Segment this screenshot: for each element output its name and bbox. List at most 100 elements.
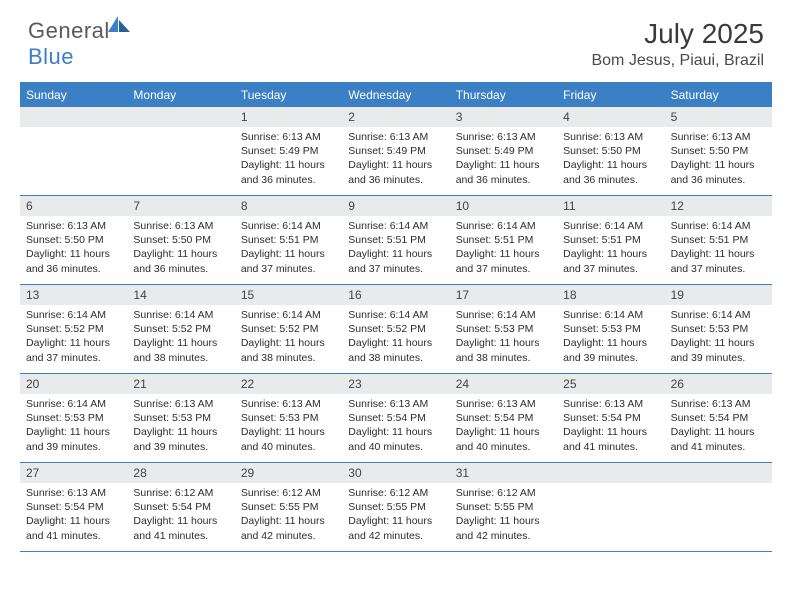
brand-part1: General [28, 18, 110, 43]
calendar-cell: 23Sunrise: 6:13 AMSunset: 5:54 PMDayligh… [342, 374, 449, 462]
sunset-line: Sunset: 5:55 PM [241, 500, 336, 514]
daylight-line: Daylight: 11 hours and 42 minutes. [348, 514, 443, 542]
sail-icon [108, 16, 130, 32]
sunset-line: Sunset: 5:51 PM [563, 233, 658, 247]
day-number: 16 [342, 285, 449, 305]
sunrise-line: Sunrise: 6:13 AM [133, 397, 228, 411]
sunrise-line: Sunrise: 6:14 AM [26, 397, 121, 411]
sunrise-line: Sunrise: 6:13 AM [26, 219, 121, 233]
day-data: Sunrise: 6:13 AMSunset: 5:49 PMDaylight:… [342, 127, 449, 191]
brand-part2: Blue [28, 44, 74, 69]
daylight-line: Daylight: 11 hours and 36 minutes. [671, 158, 766, 186]
day-number: 14 [127, 285, 234, 305]
sunset-line: Sunset: 5:49 PM [348, 144, 443, 158]
sunrise-line: Sunrise: 6:12 AM [241, 486, 336, 500]
day-data: Sunrise: 6:14 AMSunset: 5:51 PMDaylight:… [665, 216, 772, 280]
sunset-line: Sunset: 5:52 PM [26, 322, 121, 336]
sunrise-line: Sunrise: 6:12 AM [456, 486, 551, 500]
calendar-cell: 13Sunrise: 6:14 AMSunset: 5:52 PMDayligh… [20, 285, 127, 373]
day-number: 17 [450, 285, 557, 305]
daylight-line: Daylight: 11 hours and 36 minutes. [241, 158, 336, 186]
sunset-line: Sunset: 5:51 PM [671, 233, 766, 247]
sunrise-line: Sunrise: 6:14 AM [563, 219, 658, 233]
day-number [20, 107, 127, 127]
day-data: Sunrise: 6:14 AMSunset: 5:51 PMDaylight:… [557, 216, 664, 280]
calendar-cell: 21Sunrise: 6:13 AMSunset: 5:53 PMDayligh… [127, 374, 234, 462]
day-number: 5 [665, 107, 772, 127]
day-data: Sunrise: 6:13 AMSunset: 5:49 PMDaylight:… [450, 127, 557, 191]
daylight-line: Daylight: 11 hours and 37 minutes. [671, 247, 766, 275]
sunset-line: Sunset: 5:51 PM [456, 233, 551, 247]
daylight-line: Daylight: 11 hours and 40 minutes. [241, 425, 336, 453]
sunset-line: Sunset: 5:53 PM [671, 322, 766, 336]
sunset-line: Sunset: 5:53 PM [241, 411, 336, 425]
day-data: Sunrise: 6:13 AMSunset: 5:54 PMDaylight:… [665, 394, 772, 458]
daylight-line: Daylight: 11 hours and 39 minutes. [671, 336, 766, 364]
calendar-cell: 11Sunrise: 6:14 AMSunset: 5:51 PMDayligh… [557, 196, 664, 284]
calendar-cell: 3Sunrise: 6:13 AMSunset: 5:49 PMDaylight… [450, 107, 557, 195]
daylight-line: Daylight: 11 hours and 37 minutes. [456, 247, 551, 275]
sunrise-line: Sunrise: 6:12 AM [133, 486, 228, 500]
day-data: Sunrise: 6:14 AMSunset: 5:53 PMDaylight:… [450, 305, 557, 369]
dow-sunday: Sunday [20, 84, 127, 107]
day-data: Sunrise: 6:12 AMSunset: 5:55 PMDaylight:… [235, 483, 342, 547]
sunset-line: Sunset: 5:53 PM [456, 322, 551, 336]
dow-friday: Friday [557, 84, 664, 107]
sunset-line: Sunset: 5:51 PM [348, 233, 443, 247]
dow-monday: Monday [127, 84, 234, 107]
weeks-container: 1Sunrise: 6:13 AMSunset: 5:49 PMDaylight… [20, 107, 772, 552]
dow-saturday: Saturday [665, 84, 772, 107]
sunset-line: Sunset: 5:53 PM [133, 411, 228, 425]
calendar-cell-empty [557, 463, 664, 551]
calendar-cell: 9Sunrise: 6:14 AMSunset: 5:51 PMDaylight… [342, 196, 449, 284]
calendar-cell: 8Sunrise: 6:14 AMSunset: 5:51 PMDaylight… [235, 196, 342, 284]
sunset-line: Sunset: 5:49 PM [241, 144, 336, 158]
calendar-cell: 6Sunrise: 6:13 AMSunset: 5:50 PMDaylight… [20, 196, 127, 284]
calendar-cell: 27Sunrise: 6:13 AMSunset: 5:54 PMDayligh… [20, 463, 127, 551]
daylight-line: Daylight: 11 hours and 39 minutes. [26, 425, 121, 453]
day-data: Sunrise: 6:13 AMSunset: 5:54 PMDaylight:… [557, 394, 664, 458]
calendar-cell: 10Sunrise: 6:14 AMSunset: 5:51 PMDayligh… [450, 196, 557, 284]
calendar-cell-empty [20, 107, 127, 195]
day-data: Sunrise: 6:13 AMSunset: 5:50 PMDaylight:… [20, 216, 127, 280]
sunrise-line: Sunrise: 6:13 AM [241, 130, 336, 144]
week-row: 13Sunrise: 6:14 AMSunset: 5:52 PMDayligh… [20, 285, 772, 374]
day-data: Sunrise: 6:14 AMSunset: 5:53 PMDaylight:… [20, 394, 127, 458]
calendar-cell: 24Sunrise: 6:13 AMSunset: 5:54 PMDayligh… [450, 374, 557, 462]
sunrise-line: Sunrise: 6:13 AM [133, 219, 228, 233]
sunset-line: Sunset: 5:50 PM [671, 144, 766, 158]
dow-tuesday: Tuesday [235, 84, 342, 107]
calendar-cell: 25Sunrise: 6:13 AMSunset: 5:54 PMDayligh… [557, 374, 664, 462]
daylight-line: Daylight: 11 hours and 38 minutes. [241, 336, 336, 364]
calendar-cell: 2Sunrise: 6:13 AMSunset: 5:49 PMDaylight… [342, 107, 449, 195]
day-data: Sunrise: 6:12 AMSunset: 5:55 PMDaylight:… [450, 483, 557, 547]
sunset-line: Sunset: 5:55 PM [456, 500, 551, 514]
day-data: Sunrise: 6:13 AMSunset: 5:54 PMDaylight:… [342, 394, 449, 458]
day-data: Sunrise: 6:14 AMSunset: 5:52 PMDaylight:… [342, 305, 449, 369]
sunrise-line: Sunrise: 6:13 AM [563, 397, 658, 411]
day-number: 15 [235, 285, 342, 305]
daylight-line: Daylight: 11 hours and 39 minutes. [563, 336, 658, 364]
day-number: 29 [235, 463, 342, 483]
sunset-line: Sunset: 5:52 PM [241, 322, 336, 336]
calendar-cell: 16Sunrise: 6:14 AMSunset: 5:52 PMDayligh… [342, 285, 449, 373]
day-data: Sunrise: 6:12 AMSunset: 5:55 PMDaylight:… [342, 483, 449, 547]
sunrise-line: Sunrise: 6:14 AM [241, 219, 336, 233]
day-number: 11 [557, 196, 664, 216]
dow-wednesday: Wednesday [342, 84, 449, 107]
daylight-line: Daylight: 11 hours and 39 minutes. [133, 425, 228, 453]
day-data: Sunrise: 6:14 AMSunset: 5:51 PMDaylight:… [450, 216, 557, 280]
sunset-line: Sunset: 5:54 PM [133, 500, 228, 514]
calendar-cell-empty [127, 107, 234, 195]
day-number: 26 [665, 374, 772, 394]
sunset-line: Sunset: 5:53 PM [26, 411, 121, 425]
sunrise-line: Sunrise: 6:14 AM [241, 308, 336, 322]
calendar-cell: 22Sunrise: 6:13 AMSunset: 5:53 PMDayligh… [235, 374, 342, 462]
calendar: SundayMondayTuesdayWednesdayThursdayFrid… [20, 82, 772, 552]
day-number: 25 [557, 374, 664, 394]
sunrise-line: Sunrise: 6:14 AM [348, 219, 443, 233]
day-number: 3 [450, 107, 557, 127]
sunrise-line: Sunrise: 6:13 AM [456, 397, 551, 411]
daylight-line: Daylight: 11 hours and 41 minutes. [563, 425, 658, 453]
daylight-line: Daylight: 11 hours and 40 minutes. [456, 425, 551, 453]
